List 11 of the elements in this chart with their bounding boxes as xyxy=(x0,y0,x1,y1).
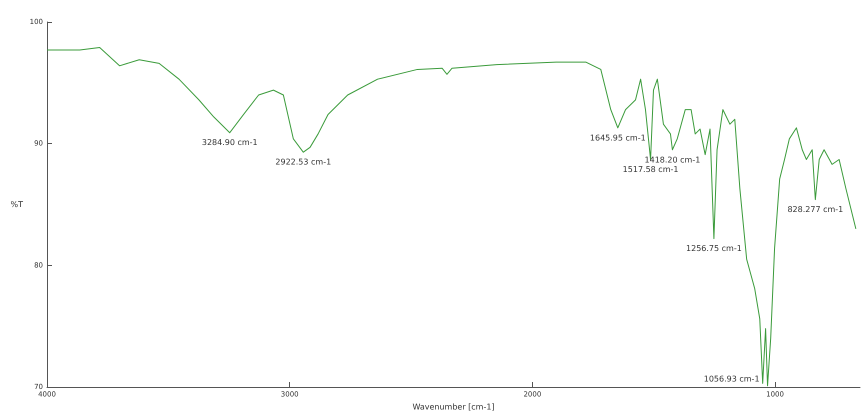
y-axis-title: %T xyxy=(10,200,24,209)
annotation: 1645.95 cm-1 xyxy=(590,133,646,142)
annotation: 1418.20 cm-1 xyxy=(644,155,700,164)
annotation: 1056.93 cm-1 xyxy=(704,374,760,384)
annotation: 1256.75 cm-1 xyxy=(686,244,742,254)
line-series xyxy=(46,47,856,386)
x-axis-title: Wavenumber [cm-1] xyxy=(412,402,495,412)
annotation: 828.277 cm-1 xyxy=(787,205,844,214)
annotation: 2922.53 cm-1 xyxy=(275,158,332,167)
annotation: 3284.90 cm-1 xyxy=(202,138,258,148)
annotation: 1517.58 cm-1 xyxy=(622,164,678,174)
